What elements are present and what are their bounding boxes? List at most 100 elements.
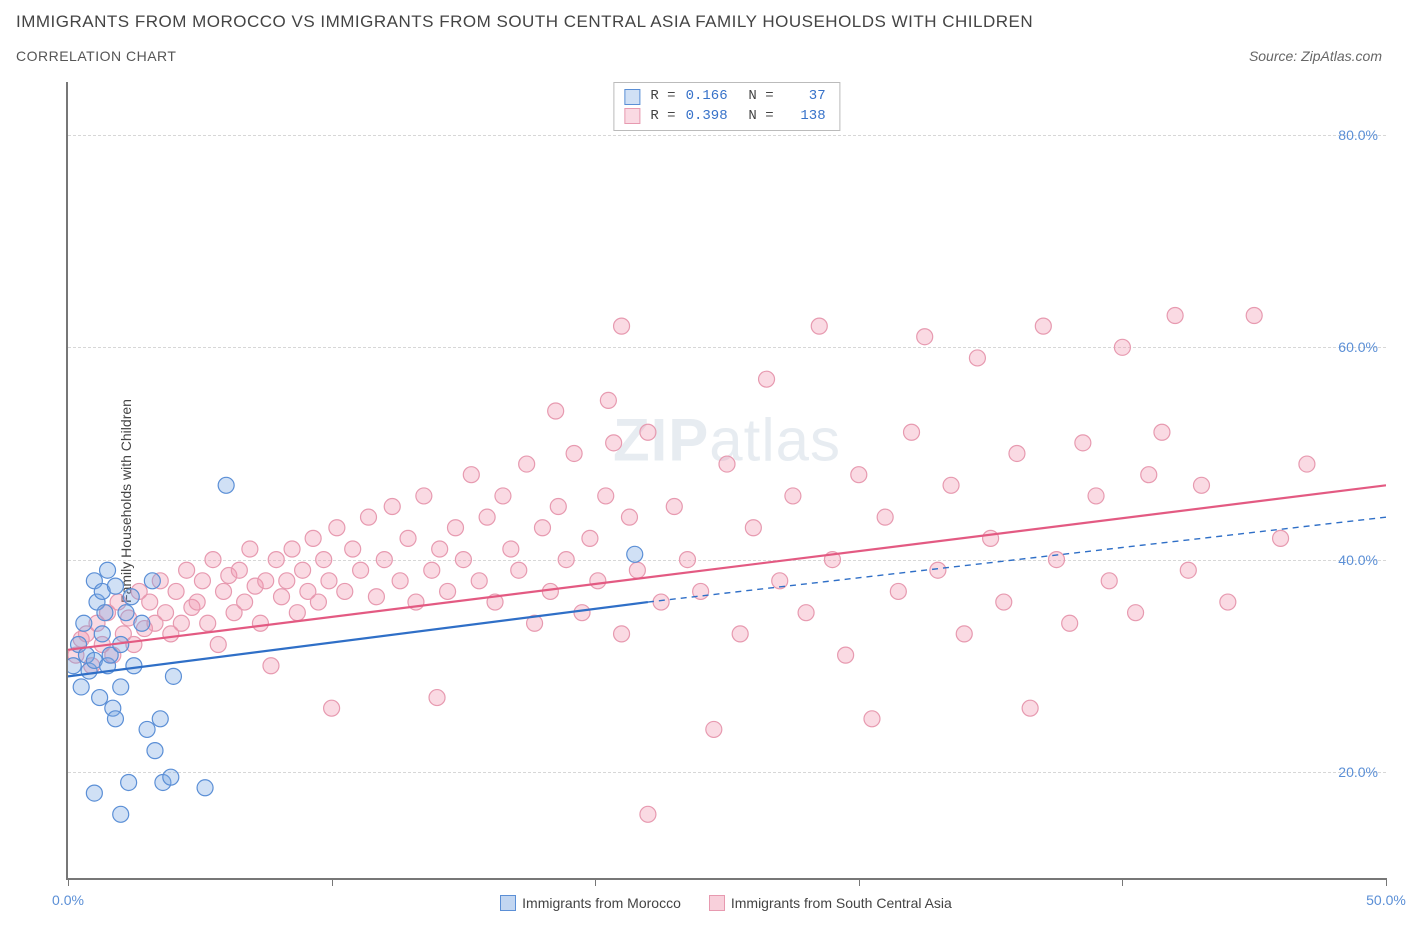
scatter-point	[118, 605, 134, 621]
scatter-point	[1009, 445, 1025, 461]
scatter-point	[92, 690, 108, 706]
scatter-point	[231, 562, 247, 578]
scatter-point	[1220, 594, 1236, 610]
legend-label: Immigrants from South Central Asia	[731, 895, 952, 911]
scatter-point	[263, 658, 279, 674]
scatter-point	[653, 594, 669, 610]
scatter-point	[996, 594, 1012, 610]
stat-n-value: 37	[778, 87, 826, 107]
scatter-point	[392, 573, 408, 589]
scatter-point	[455, 552, 471, 568]
scatter-point	[1128, 605, 1144, 621]
scatter-point	[353, 562, 369, 578]
scatter-point	[503, 541, 519, 557]
scatter-point	[1114, 339, 1130, 355]
scatter-point	[582, 530, 598, 546]
scatter-point	[400, 530, 416, 546]
scatter-point	[943, 477, 959, 493]
scatter-point	[706, 721, 722, 737]
stats-row: R = 0.398 N = 138	[624, 107, 829, 127]
scatter-point	[179, 562, 195, 578]
scatter-point	[1062, 615, 1078, 631]
scatter-point	[1101, 573, 1117, 589]
scatter-point	[463, 467, 479, 483]
scatter-point	[1167, 307, 1183, 323]
scatter-point	[542, 583, 558, 599]
scatter-point	[606, 435, 622, 451]
bottom-legend: Immigrants from Morocco Immigrants from S…	[66, 895, 1386, 914]
scatter-point	[289, 605, 305, 621]
scatter-point	[759, 371, 775, 387]
x-tick	[1386, 878, 1387, 886]
legend-item: Immigrants from South Central Asia	[709, 895, 952, 911]
scatter-point	[134, 615, 150, 631]
scatter-point	[666, 499, 682, 515]
scatter-point	[1246, 307, 1262, 323]
scatter-point	[732, 626, 748, 642]
legend-swatch	[624, 108, 640, 124]
scatter-point	[811, 318, 827, 334]
scatter-point	[252, 615, 268, 631]
stats-legend-box: R = 0.166 N = 37R = 0.398 N = 138	[613, 82, 840, 131]
source-prefix: Source:	[1249, 48, 1301, 64]
stat-n-value: 138	[778, 107, 826, 127]
scatter-point	[337, 583, 353, 599]
scatter-point	[1088, 488, 1104, 504]
scatter-point	[574, 605, 590, 621]
scatter-point	[368, 589, 384, 605]
scatter-point	[345, 541, 361, 557]
scatter-point	[447, 520, 463, 536]
scatter-point	[956, 626, 972, 642]
scatter-point	[904, 424, 920, 440]
scatter-point	[511, 562, 527, 578]
scatter-point	[838, 647, 854, 663]
scatter-point	[877, 509, 893, 525]
legend-swatch	[624, 89, 640, 105]
x-tick	[332, 878, 333, 886]
scatter-point	[864, 711, 880, 727]
scatter-point	[798, 605, 814, 621]
scatter-point	[566, 445, 582, 461]
scatter-point	[142, 594, 158, 610]
scatter-point	[274, 589, 290, 605]
scatter-point	[598, 488, 614, 504]
scatter-point	[258, 573, 274, 589]
scatter-point	[123, 589, 139, 605]
scatter-point	[384, 499, 400, 515]
scatter-point	[173, 615, 189, 631]
scatter-point	[614, 626, 630, 642]
scatter-point	[519, 456, 535, 472]
scatter-point	[590, 573, 606, 589]
scatter-point	[534, 520, 550, 536]
scatter-point	[495, 488, 511, 504]
scatter-point	[310, 594, 326, 610]
scatter-point	[969, 350, 985, 366]
scatter-point	[324, 700, 340, 716]
scatter-point	[785, 488, 801, 504]
stat-r-label: R =	[650, 107, 675, 127]
scatter-point	[1180, 562, 1196, 578]
scatter-point	[237, 594, 253, 610]
scatter-point	[86, 785, 102, 801]
scatter-point	[416, 488, 432, 504]
scatter-point	[550, 499, 566, 515]
scatter-point	[284, 541, 300, 557]
scatter-point	[429, 690, 445, 706]
legend-item: Immigrants from Morocco	[500, 895, 681, 911]
scatter-svg-layer	[68, 82, 1386, 878]
scatter-point	[745, 520, 761, 536]
scatter-point	[621, 509, 637, 525]
scatter-point	[126, 658, 142, 674]
chart-container: Family Households with Children ZIPatlas…	[16, 82, 1390, 920]
scatter-point	[168, 583, 184, 599]
scatter-point	[1035, 318, 1051, 334]
scatter-point	[218, 477, 234, 493]
stat-n-label: N =	[732, 107, 774, 127]
scatter-point	[189, 594, 205, 610]
scatter-point	[279, 573, 295, 589]
legend-swatch	[709, 895, 725, 911]
scatter-point	[68, 658, 81, 674]
scatter-point	[614, 318, 630, 334]
scatter-point	[97, 605, 113, 621]
scatter-point	[440, 583, 456, 599]
